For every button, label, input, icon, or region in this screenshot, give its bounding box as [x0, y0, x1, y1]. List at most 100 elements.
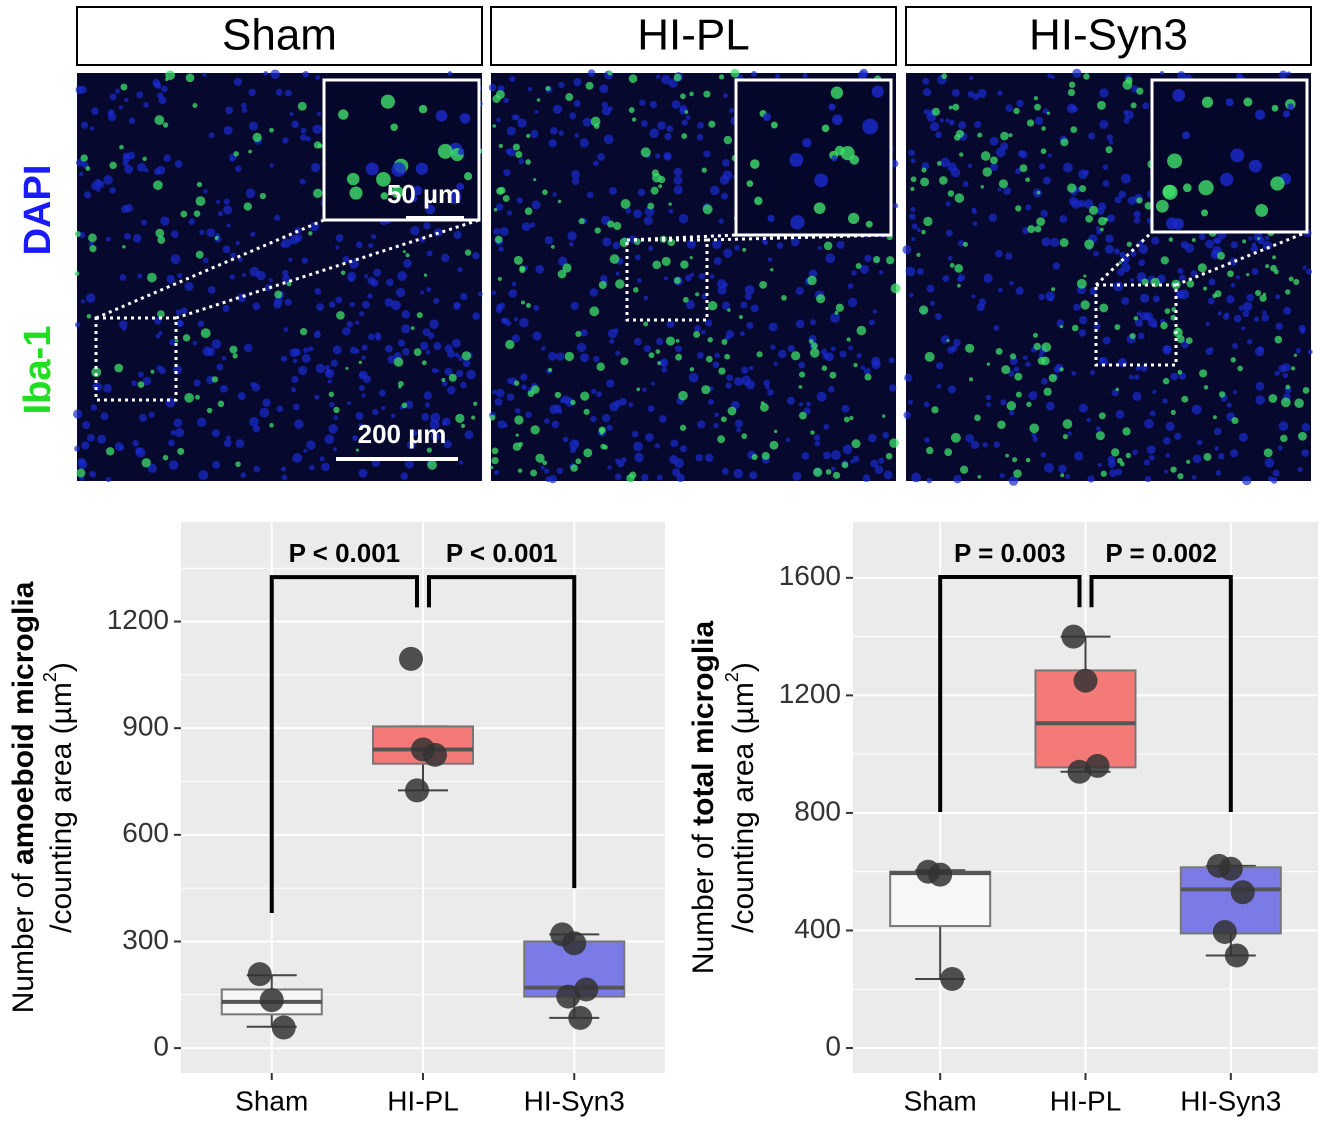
inset-cell: [871, 85, 884, 98]
microglia: [1136, 87, 1144, 95]
nucleus: [801, 452, 810, 460]
nucleus: [1282, 372, 1289, 378]
nucleus: [617, 460, 625, 468]
y-tick-label: 600: [122, 817, 169, 848]
y-label-part: 2: [40, 672, 60, 682]
microglia: [1274, 335, 1283, 344]
nucleus: [368, 242, 374, 249]
nucleus: [1241, 326, 1246, 331]
nucleus: [625, 207, 632, 214]
nucleus: [1152, 295, 1160, 303]
inset-cell: [365, 162, 379, 176]
microglia: [798, 411, 807, 420]
microglia: [1203, 286, 1208, 291]
nucleus: [303, 347, 309, 353]
nucleus: [511, 114, 518, 121]
microglia: [977, 474, 982, 479]
nucleus: [211, 339, 222, 349]
nucleus: [1149, 410, 1156, 417]
nucleus: [619, 397, 627, 406]
microglia: [575, 458, 582, 465]
nucleus: [847, 297, 858, 308]
x-tick-label: HI-PL: [1050, 1085, 1122, 1116]
microglia: [650, 186, 659, 195]
microglia: [530, 425, 540, 435]
nucleus: [1096, 229, 1102, 235]
nucleus: [947, 162, 957, 172]
microglia: [299, 328, 308, 336]
nucleus: [316, 303, 325, 311]
microglia: [1008, 133, 1013, 138]
microglia: [594, 227, 601, 234]
nucleus: [1120, 173, 1131, 184]
microglia: [1288, 276, 1294, 282]
microglia: [980, 151, 991, 161]
nucleus: [397, 339, 406, 347]
nucleus: [355, 411, 364, 420]
nucleus: [419, 341, 429, 351]
point: [562, 931, 587, 956]
nucleus: [1127, 196, 1137, 205]
microglia: [206, 407, 213, 414]
nucleus: [1087, 475, 1095, 483]
inset-cell: [1282, 110, 1291, 118]
nucleus: [265, 283, 273, 291]
microglia: [939, 176, 948, 185]
nucleus: [280, 355, 288, 362]
nucleus: [1286, 71, 1291, 76]
microglia: [1203, 452, 1212, 461]
nucleus: [574, 132, 580, 138]
nucleus: [911, 472, 922, 483]
y-axis-label: Number of total microglia: [687, 620, 720, 974]
nucleus: [1180, 241, 1189, 249]
nucleus: [1242, 310, 1250, 318]
nucleus: [749, 471, 758, 480]
microglia: [701, 167, 707, 173]
zoom-line: [1094, 230, 1154, 287]
microglia: [995, 347, 1003, 355]
microglia: [886, 256, 895, 265]
nucleus: [168, 460, 179, 470]
nucleus: [1278, 364, 1286, 373]
nucleus: [721, 158, 730, 167]
nucleus: [121, 205, 129, 213]
nucleus: [673, 185, 683, 195]
nucleus: [385, 344, 393, 353]
nucleus: [647, 405, 655, 413]
inset-cell: [1155, 199, 1169, 213]
microglia: [636, 387, 641, 392]
nucleus: [1233, 314, 1242, 323]
nucleus: [291, 375, 299, 383]
microglia: [1191, 237, 1196, 242]
nucleus: [169, 338, 176, 346]
nucleus: [428, 332, 435, 339]
microglia: [184, 393, 194, 403]
nucleus: [238, 257, 243, 262]
nucleus: [831, 450, 841, 461]
point: [1085, 753, 1110, 778]
nucleus: [640, 120, 648, 128]
microglia: [122, 244, 126, 249]
nucleus: [740, 301, 748, 309]
microglia: [1294, 398, 1304, 409]
microglia: [497, 276, 502, 282]
nucleus: [430, 412, 441, 423]
nucleus: [654, 443, 661, 449]
microglia: [1290, 366, 1296, 371]
nucleus: [947, 255, 953, 261]
microglia: [708, 120, 716, 128]
nucleus: [281, 474, 288, 481]
microglia: [1265, 264, 1270, 269]
microglia: [515, 433, 519, 437]
microglia: [533, 178, 537, 182]
nucleus: [314, 394, 320, 400]
microglia: [980, 185, 984, 189]
nucleus: [785, 437, 791, 443]
microglia: [1268, 394, 1278, 403]
nucleus: [147, 463, 157, 473]
point: [556, 984, 581, 1009]
nucleus: [678, 213, 689, 224]
microglia: [1227, 270, 1234, 278]
nucleus: [587, 69, 596, 77]
nucleus: [199, 229, 205, 235]
